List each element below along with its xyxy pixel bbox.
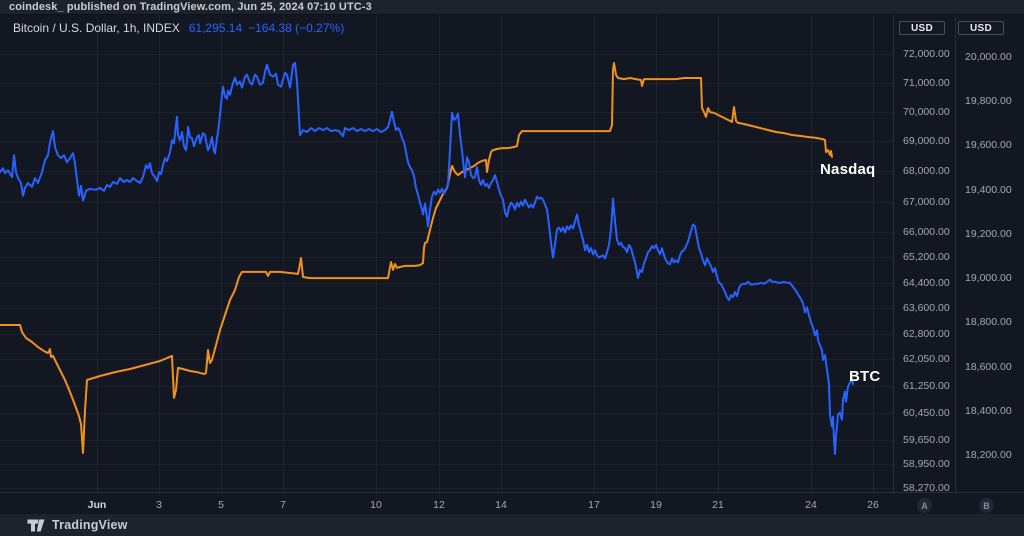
btc-axis-tick: 72,000.00 [903,48,950,60]
nasdaq-axis-tick: 19,000.00 [965,272,1012,285]
btc-axis-tick: 71,000.00 [903,76,950,89]
nasdaq-axis-tick: 18,400.00 [965,404,1012,417]
grid [0,15,893,492]
time-axis-tick: 10 [370,499,382,511]
last-price: 61,295.14 [188,21,243,35]
nasdaq-axis-tick: 19,200.00 [965,227,1012,240]
time-axis-tick: 14 [495,499,507,511]
btc-axis-tick: 59,650.00 [903,433,950,446]
btc-series-label: BTC [849,368,881,385]
currency-toggle-nasdaq[interactable]: USD [958,21,1004,35]
attribution-bar: coindesk_ published on TradingView.com, … [0,0,1024,15]
nasdaq-series-label: Nasdaq [820,161,876,178]
time-axis-tick: 7 [280,499,286,511]
time-axis-tick: 24 [805,499,817,511]
btc-axis-tick: 65,200.00 [903,251,950,264]
nasdaq-axis-tick: 18,600.00 [965,360,1012,373]
symbol-name: Bitcoin / U.S. Dollar, 1h, INDEX [13,21,180,35]
btc-axis-tick: 58,950.00 [903,458,950,471]
btc-axis-tick: 58,270.00 [903,481,950,494]
time-axis-tick: Jun [87,499,107,511]
currency-toggle-btc[interactable]: USD [899,21,945,35]
price-change: −164.38 (−0.27%) [248,21,345,35]
nasdaq-axis-tick: 18,200.00 [965,448,1012,461]
btc-axis-tick: 62,800.00 [903,328,950,341]
btc-axis-tick: 62,050.00 [903,353,950,366]
chart-plot-area[interactable] [0,15,893,492]
tradingview-logo-icon [27,519,45,532]
time-axis-tick: 21 [712,499,724,511]
scale-b-button[interactable]: B [979,498,994,513]
time-axis-tick: 26 [867,499,879,511]
btc-axis-tick: 67,000.00 [903,195,950,208]
symbol-legend[interactable]: Bitcoin / U.S. Dollar, 1h, INDEX 61,295.1… [13,21,344,35]
price-scale-nasdaq[interactable]: 20,000.00 19,800.00 19,600.00 19,400.00 19,2… [955,15,1024,492]
nasdaq-axis-tick: 19,800.00 [965,95,1012,108]
time-axis-tick: 3 [156,499,162,511]
btc-axis-tick: 63,600.00 [903,302,950,315]
nasdaq-axis-tick: 18,800.00 [965,316,1012,329]
btc-axis-tick: 60,450.00 [903,406,950,419]
nasdaq-axis-tick: 19,600.00 [965,139,1012,152]
time-axis-tick: 19 [650,499,662,511]
scale-a-button[interactable]: A [917,498,932,513]
price-scale-btc[interactable]: 72,000.00 71,000.00 70,000.00 69,000.00 68,0… [893,15,955,494]
time-axis-tick: 5 [218,499,224,511]
btc-axis-tick: 61,250.00 [903,379,950,392]
btc-series-line [0,61,854,456]
time-axis-tick: 17 [588,499,600,511]
btc-axis-tick: 66,000.00 [903,226,950,239]
nasdaq-series-line [0,62,833,454]
nasdaq-axis-tick: 20,000.00 [965,51,1012,63]
btc-axis-tick: 70,000.00 [903,105,950,118]
btc-axis-tick: 69,000.00 [903,135,950,148]
time-axis-tick: 12 [433,499,445,511]
btc-axis-tick: 68,000.00 [903,165,950,178]
nasdaq-axis-tick: 19,400.00 [965,183,1012,196]
attribution-text: coindesk_ published on TradingView.com, … [9,1,372,13]
footer-bar: TradingView [0,514,1024,536]
tradingview-logo-text[interactable]: TradingView [52,518,128,532]
btc-axis-tick: 64,400.00 [903,276,950,289]
time-axis[interactable]: Jun 3 5 7 10 12 14 17 19 21 24 26 [0,492,1024,514]
